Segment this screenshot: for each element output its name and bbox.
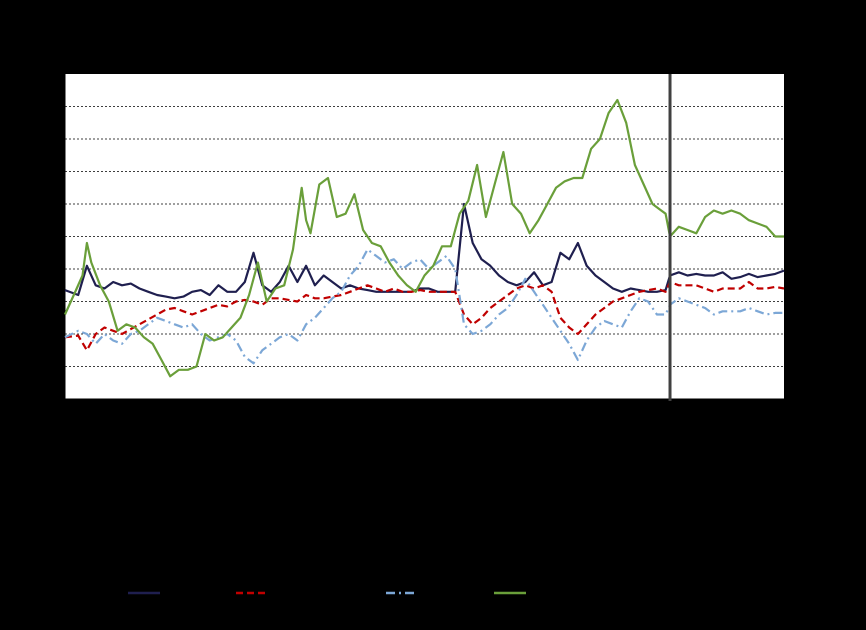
axes: [60, 73, 785, 404]
series-line-3: [64, 248, 784, 365]
series-line-2: [64, 280, 785, 352]
plot-area: [65, 74, 784, 399]
series-group: [63, 98, 785, 378]
series-line-1: [64, 202, 785, 300]
series-line-4: [63, 98, 784, 378]
